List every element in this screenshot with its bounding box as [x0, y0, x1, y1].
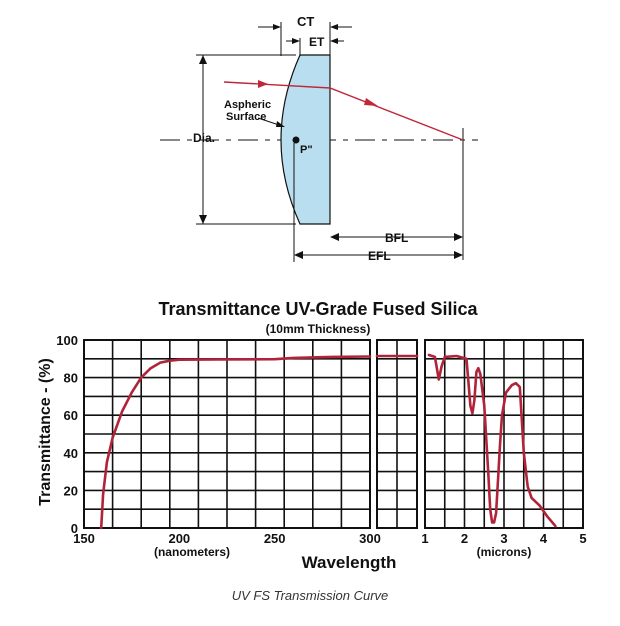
- x-unit-label: (nanometers): [154, 545, 230, 559]
- chart-ticks: 150 200 250 300 (nanometers) 1 2 3 4 5 (microns) 0 2…: [56, 333, 586, 559]
- efl-label: EFL: [368, 249, 391, 263]
- et-arrow-left-head: [292, 38, 300, 44]
- y-axis-label: Transmittance - (%): [37, 358, 54, 506]
- dia-arrow-bottom: [199, 215, 207, 224]
- surface-label: Surface: [226, 111, 266, 123]
- x-tick-label: 1: [421, 531, 428, 546]
- ray-arrow-1: [258, 80, 268, 88]
- y-tick-label: 0: [71, 521, 78, 536]
- figure-caption: UV FS Transmission Curve: [231, 588, 389, 603]
- x-tick-label: 5: [579, 531, 586, 546]
- x-tick-label: 200: [168, 531, 190, 546]
- ct-arrow-right-head: [330, 24, 338, 30]
- chart-lines: [99, 353, 557, 530]
- bfl-arrow-left: [330, 233, 339, 241]
- x-tick-label: 150: [73, 531, 95, 546]
- series-line-panel-3: [427, 353, 557, 528]
- y-tick-label: 20: [64, 483, 78, 498]
- x-axis-label: Wavelength: [302, 553, 397, 572]
- y-tick-label: 40: [64, 446, 78, 461]
- x-tick-label: 300: [359, 531, 381, 546]
- x-tick-label: 3: [500, 531, 507, 546]
- series-line-panel-1: [99, 355, 372, 530]
- ray-arrow-2: [364, 98, 378, 106]
- y-tick-label: 100: [56, 333, 78, 348]
- et-label: ET: [309, 35, 325, 49]
- x-tick-label: 250: [264, 531, 286, 546]
- aspheric-leader-head: [276, 121, 285, 127]
- dia-arrow-top: [199, 55, 207, 64]
- chart: Transmittance UV-Grade Fused Silica (10m…: [37, 299, 587, 572]
- y-tick-label: 80: [64, 371, 78, 386]
- et-arrow-right-head: [330, 38, 338, 44]
- efl-arrow-right: [454, 251, 463, 259]
- chart-grid: [83, 339, 584, 529]
- x-tick-label: 2: [461, 531, 468, 546]
- efl-arrow-left: [294, 251, 303, 259]
- x-unit-label: (microns): [477, 545, 532, 559]
- chart-title: Transmittance UV-Grade Fused Silica: [158, 299, 478, 319]
- p-label: P": [300, 144, 313, 156]
- principal-point: [292, 136, 300, 144]
- x-tick-label: 4: [540, 531, 548, 546]
- dia-label: Dia.: [193, 131, 215, 145]
- lens-diagram: [160, 22, 478, 262]
- lens-body: [280, 54, 331, 225]
- aspheric-label: Aspheric: [224, 99, 271, 111]
- ct-arrow-left-head: [273, 24, 281, 30]
- bfl-arrow-right: [454, 233, 463, 241]
- chart-subtitle: (10mm Thickness): [266, 322, 371, 336]
- bfl-label: BFL: [385, 231, 408, 245]
- y-tick-label: 60: [64, 408, 78, 423]
- ct-label: CT: [297, 14, 314, 29]
